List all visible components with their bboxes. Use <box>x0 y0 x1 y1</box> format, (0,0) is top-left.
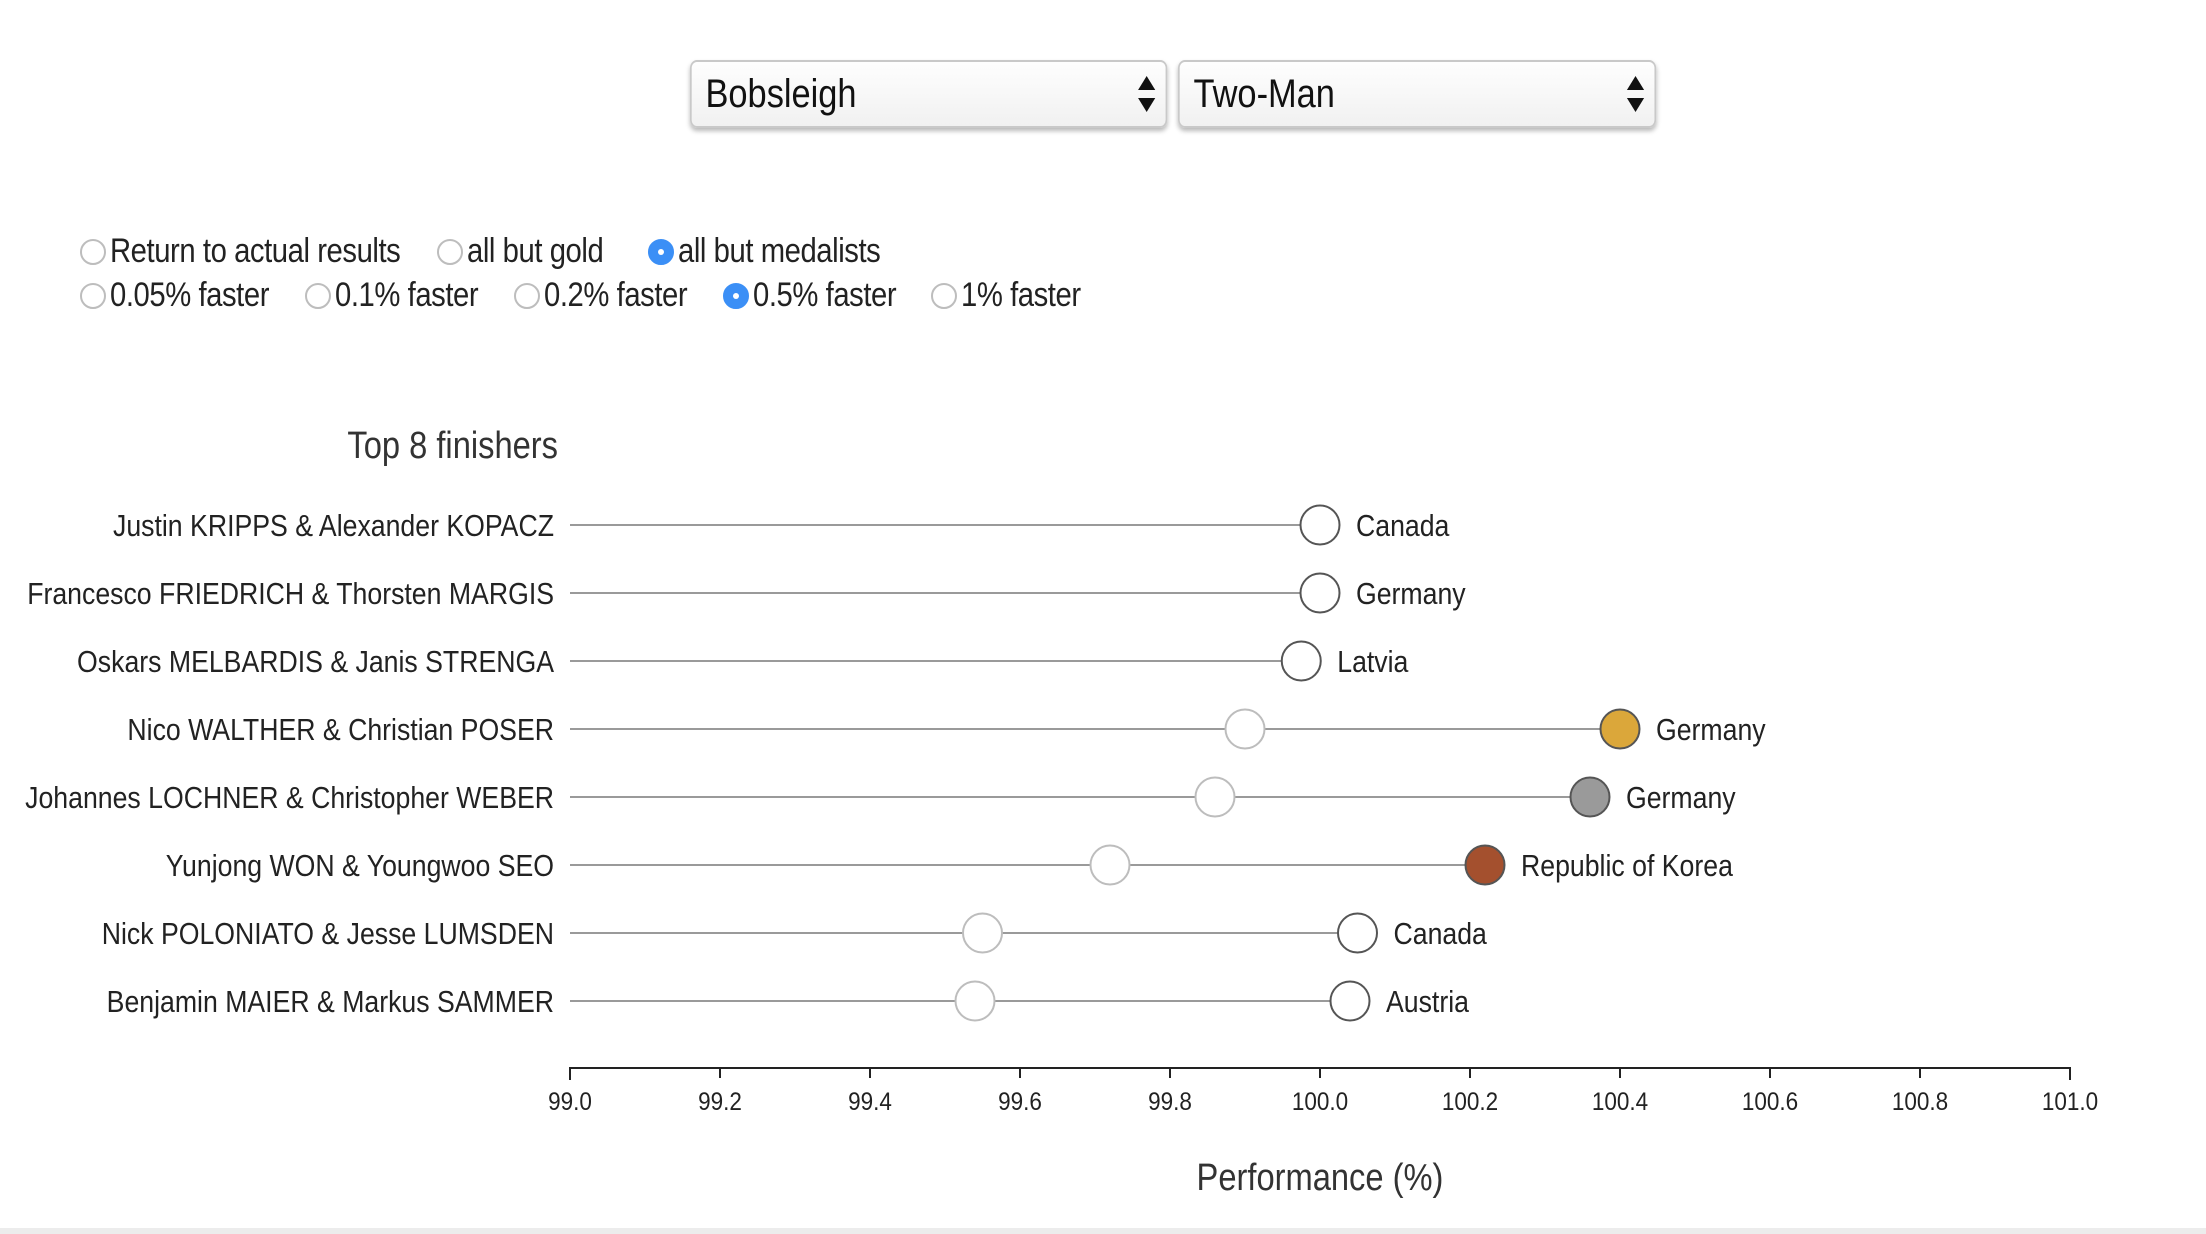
event-select-value: Two-Man <box>1193 72 1335 116</box>
actual-marker <box>1337 912 1378 954</box>
actual-marker <box>1280 640 1322 682</box>
country-label: Latvia <box>1337 645 1409 679</box>
radio-1-faster[interactable]: 1% faster <box>931 276 1100 315</box>
x-tick-label: 100.2 <box>1442 1088 1498 1116</box>
adjusted-marker <box>954 980 996 1022</box>
radio-icon <box>80 238 106 265</box>
team-label: Nick POLONIATO & Jesse LUMSDEN <box>102 917 554 951</box>
country-label: Germany <box>1656 713 1766 747</box>
team-label: Yunjong WON & Youngwoo SEO <box>166 849 554 883</box>
x-tick-label: 99.6 <box>998 1088 1042 1116</box>
country-label: Canada <box>1356 509 1450 543</box>
radio-icon <box>931 282 957 309</box>
team-label: Oskars MELBARDIS & Janis STRENGA <box>77 645 555 679</box>
radio-label: 0.5% faster <box>753 276 897 314</box>
radio-label: 0.05% faster <box>110 276 270 314</box>
country-label: Germany <box>1356 577 1466 611</box>
radio-0-2-faster[interactable]: 0.2% faster <box>514 276 710 315</box>
country-label: Austria <box>1386 985 1470 1019</box>
actual-marker <box>1464 844 1506 886</box>
radio-0-1-faster[interactable]: 0.1% faster <box>305 276 501 315</box>
radio-all-but-gold[interactable]: all but gold <box>437 232 625 271</box>
chart-title: Top 8 finishers <box>347 424 558 467</box>
radio-label: 1% faster <box>961 276 1081 314</box>
actual-marker <box>1599 708 1641 750</box>
team-label: Johannes LOCHNER & Christopher WEBER <box>25 781 554 815</box>
team-label: Benjamin MAIER & Markus SAMMER <box>107 985 554 1019</box>
x-tick-label: 99.8 <box>1148 1088 1192 1116</box>
radio-icon <box>437 238 463 265</box>
x-tick-label: 100.8 <box>1892 1088 1948 1116</box>
radio-checked-icon <box>723 282 749 309</box>
event-select[interactable]: Two-Man <box>1178 60 1657 128</box>
x-tick-label: 100.0 <box>1292 1088 1348 1116</box>
radio-label: all but medalists <box>678 232 881 270</box>
sport-select-value: Bobsleigh <box>705 72 857 116</box>
team-label: Justin KRIPPS & Alexander KOPACZ <box>113 509 554 543</box>
radio-checked-icon <box>648 238 674 265</box>
adjusted-marker <box>1224 708 1266 750</box>
actual-marker <box>1329 980 1371 1022</box>
radio-label: 0.1% faster <box>335 276 479 314</box>
adjusted-marker <box>1089 844 1131 886</box>
radio-label: all but gold <box>467 232 604 270</box>
x-tick-label: 99.0 <box>548 1088 592 1116</box>
x-tick-label: 100.6 <box>1742 1088 1798 1116</box>
x-tick-label: 99.4 <box>848 1088 892 1116</box>
actual-marker <box>1299 572 1341 614</box>
team-label: Francesco FRIEDRICH & Thorsten MARGIS <box>27 577 554 611</box>
radio-0-05-faster[interactable]: 0.05% faster <box>80 276 295 315</box>
radio-icon <box>305 282 331 309</box>
sport-select[interactable]: Bobsleigh <box>690 60 1168 128</box>
x-tick-label: 99.2 <box>698 1088 742 1116</box>
radio-all-but-medalists[interactable]: all but medalists <box>648 232 913 271</box>
x-tick-label: 101.0 <box>2042 1088 2098 1116</box>
country-label: Canada <box>1393 917 1487 951</box>
x-tick-label: 100.4 <box>1592 1088 1648 1116</box>
actual-marker <box>1569 776 1611 818</box>
radio-0-5-faster[interactable]: 0.5% faster <box>723 276 919 315</box>
radio-label: Return to actual results <box>110 232 401 270</box>
x-axis-label: Performance (%) <box>1197 1156 1444 1199</box>
dumbbell-chart: Top 8 finishers Justin KRIPPS & Alexander… <box>25 424 2098 1199</box>
radio-label: 0.2% faster <box>544 276 688 314</box>
actual-marker <box>1299 504 1341 546</box>
country-label: Germany <box>1626 781 1736 815</box>
bottom-divider <box>0 1228 2206 1234</box>
adjusted-marker <box>962 912 1003 954</box>
country-label: Republic of Korea <box>1521 849 1734 883</box>
radio-actual-results[interactable]: Return to actual results <box>80 232 448 271</box>
team-label: Nico WALTHER & Christian POSER <box>127 713 554 747</box>
radio-icon <box>514 282 540 309</box>
select-arrows-icon <box>1626 76 1645 112</box>
radio-icon <box>80 282 106 309</box>
adjusted-marker <box>1194 776 1236 818</box>
select-arrows-icon <box>1138 76 1156 112</box>
